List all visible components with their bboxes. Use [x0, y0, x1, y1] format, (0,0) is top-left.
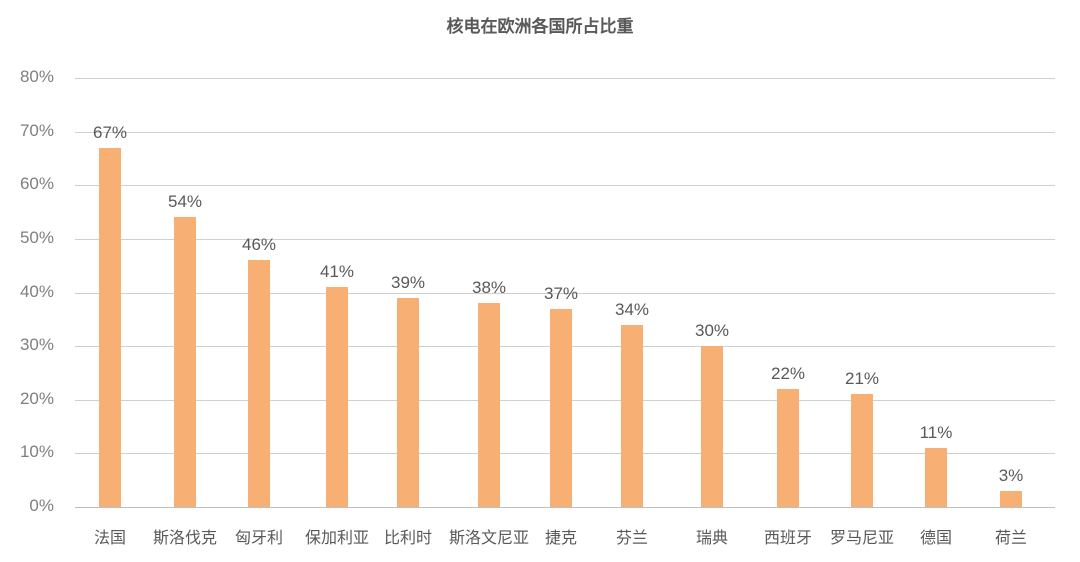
y-axis-tick-label: 20% [19, 389, 54, 408]
data-label: 41% [319, 262, 355, 281]
x-axis-category-label: 比利时 [383, 528, 432, 547]
bar [397, 298, 419, 507]
bar [1000, 491, 1022, 507]
data-label: 3% [998, 466, 1024, 485]
bar [925, 448, 947, 507]
bar [777, 389, 799, 507]
gridline [75, 293, 1055, 294]
x-axis-category-label: 保加利亚 [304, 528, 369, 547]
bar [701, 346, 723, 507]
bar [326, 287, 348, 507]
bar [248, 260, 270, 507]
data-label: 11% [919, 423, 953, 442]
x-axis-category-label: 芬兰 [615, 528, 648, 547]
chart-title: 核电在欧洲各国所占比重 [446, 17, 634, 37]
data-label: 34% [614, 300, 650, 319]
y-axis-tick-label: 50% [19, 228, 54, 247]
x-axis-category-label: 斯洛伐克 [152, 528, 217, 547]
y-axis-tick-label: 80% [19, 67, 54, 86]
bar [478, 303, 500, 507]
x-axis-category-label: 荷兰 [994, 528, 1027, 547]
data-label: 46% [241, 235, 277, 254]
x-axis-category-label: 德国 [919, 528, 952, 547]
x-axis-category-label: 捷克 [544, 528, 577, 547]
data-label: 37% [543, 284, 579, 303]
y-axis-tick-label: 10% [19, 442, 54, 461]
gridline [75, 78, 1055, 79]
bar [851, 394, 873, 507]
data-label: 39% [390, 273, 426, 292]
y-axis-tick-label: 0% [29, 496, 54, 515]
x-axis-category-label: 罗马尼亚 [829, 528, 894, 547]
data-label: 21% [844, 369, 880, 388]
gridline [75, 132, 1055, 133]
bar [550, 309, 572, 507]
data-label: 54% [167, 192, 203, 211]
data-label: 38% [471, 278, 507, 297]
data-label: 22% [770, 364, 806, 383]
y-axis-tick-label: 40% [19, 282, 54, 301]
x-axis-category-label: 匈牙利 [234, 528, 283, 547]
bar [99, 148, 121, 507]
y-axis-tick-label: 70% [19, 121, 54, 140]
x-axis-category-label: 瑞典 [695, 528, 728, 547]
gridline [75, 507, 1055, 508]
bar [174, 217, 196, 507]
data-label: 67% [92, 123, 128, 142]
y-axis-tick-label: 60% [19, 174, 54, 193]
x-axis-category-label: 西班牙 [763, 528, 812, 547]
gridline [75, 185, 1055, 186]
x-axis-category-label: 斯洛文尼亚 [448, 528, 529, 547]
gridline [75, 239, 1055, 240]
y-axis-tick-label: 30% [19, 335, 54, 354]
data-label: 30% [694, 321, 730, 340]
x-axis-category-label: 法国 [93, 528, 126, 547]
bar [621, 325, 643, 507]
